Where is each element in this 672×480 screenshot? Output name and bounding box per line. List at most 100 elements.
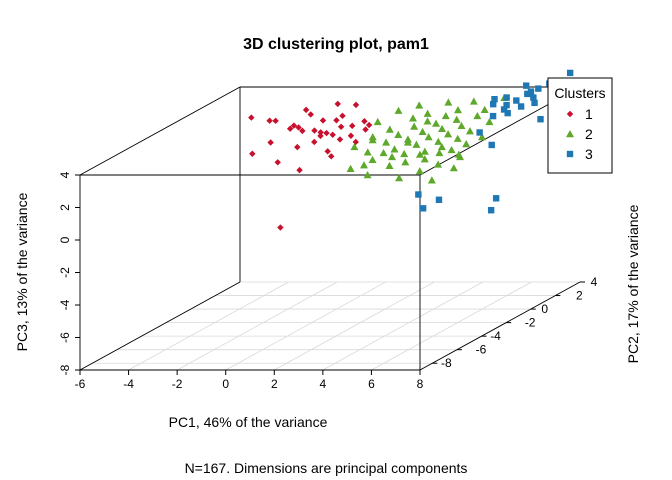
cluster-1-point <box>329 131 336 138</box>
grid-line <box>322 281 484 371</box>
floor-grid <box>79 281 581 371</box>
y-tick-label: 4 <box>591 275 598 289</box>
legend-title: Clusters <box>554 85 605 101</box>
y-axis-label: PC2, 17% of the variance <box>625 204 641 363</box>
x-tick-label: 0 <box>222 377 229 391</box>
chart-title: 3D clustering plot, pam1 <box>243 36 429 53</box>
box-edge <box>79 86 241 176</box>
cluster-1-point <box>352 138 359 146</box>
cluster-2-point <box>473 111 482 120</box>
cluster-1-point <box>290 122 298 129</box>
cluster-2-point <box>485 117 494 126</box>
cluster-2-point <box>388 152 397 161</box>
x-tick-label: -2 <box>172 377 183 391</box>
legend-label-2: 2 <box>585 126 593 142</box>
cluster-1-point <box>317 132 324 140</box>
cluster-1-point <box>307 111 314 118</box>
cluster-3-point <box>415 191 422 198</box>
cluster-2-point <box>423 117 432 125</box>
cluster-3-point <box>566 69 574 77</box>
cluster-2-point <box>394 106 403 114</box>
data-points <box>248 69 574 231</box>
cluster-1-point <box>274 159 281 166</box>
cluster-1-point <box>311 127 318 134</box>
cluster-2-point <box>346 164 355 172</box>
cluster-3-point <box>503 101 510 109</box>
cluster-1-point <box>299 127 306 135</box>
cluster-1-point <box>347 132 355 139</box>
cluster-2-point <box>385 125 394 133</box>
cluster-3-point <box>419 205 427 212</box>
cluster-2-point <box>454 106 463 114</box>
cluster-2-point <box>434 137 443 145</box>
cluster-2-point <box>423 109 432 117</box>
cluster-2-point <box>368 155 377 164</box>
cluster-3-point <box>488 141 495 149</box>
box-edge <box>419 281 581 371</box>
cluster-2-point <box>385 161 394 170</box>
cluster-3-point <box>487 207 495 214</box>
cluster-3-point <box>504 109 511 117</box>
legend: Clusters 1 2 3 <box>547 77 613 174</box>
cluster-2-point <box>363 171 372 179</box>
cluster-2-point <box>390 145 399 153</box>
cluster-2-point <box>480 105 489 113</box>
cluster-1-point <box>362 126 369 133</box>
cluster-2-point <box>447 145 456 154</box>
cluster-3-point <box>524 90 531 98</box>
cluster-2-point <box>379 148 388 157</box>
y-tick-label: 0 <box>541 302 548 316</box>
y-tick-label: -4 <box>490 329 501 343</box>
cluster-2-point <box>437 142 446 151</box>
cluster-1-point <box>349 122 356 130</box>
cluster-2-point <box>457 121 466 130</box>
cluster-2-point <box>415 167 424 175</box>
grid-line <box>176 281 338 371</box>
legend-marker-1 <box>566 110 574 118</box>
legend-marker-3 <box>566 150 574 158</box>
grid-line <box>274 281 435 371</box>
cluster-1-point <box>333 117 340 124</box>
grid-line <box>371 281 532 371</box>
x-axis-label: PC1, 46% of the variance <box>169 414 328 430</box>
cluster-2-point <box>368 136 377 144</box>
y-tick-label: -6 <box>476 343 487 357</box>
cluster-2-point <box>400 149 409 158</box>
cluster-2-point <box>418 127 427 136</box>
legend-box <box>547 77 613 174</box>
cluster-2-point <box>415 101 424 109</box>
cluster-1-point <box>248 114 255 121</box>
cluster-2-point <box>415 150 424 158</box>
cluster-2-point <box>478 133 487 141</box>
cluster-1-point <box>266 117 273 124</box>
cluster-2-point <box>434 160 443 168</box>
cluster-1-point <box>317 129 324 136</box>
z-tick-label: -8 <box>58 364 72 375</box>
plot-box <box>79 86 581 371</box>
cluster-1-point <box>277 224 284 231</box>
cluster-2-point <box>424 133 433 141</box>
cluster-2-point <box>469 97 478 105</box>
cluster-2-point <box>444 130 453 138</box>
cluster-1-point <box>294 143 301 151</box>
cluster-1-point <box>323 129 330 137</box>
cluster-2-point <box>412 140 421 148</box>
cluster-1-point <box>337 123 345 131</box>
z-tick-label: -4 <box>58 299 72 310</box>
x-tick-label: -4 <box>123 377 134 391</box>
cluster-2-point <box>420 147 429 155</box>
cluster-2-point <box>382 138 391 146</box>
cluster-1-point <box>302 106 310 114</box>
cluster-3-point <box>537 116 544 123</box>
box-edge <box>79 281 241 371</box>
z-axis-ticks: -8 -6 -4 -2 0 2 4 <box>58 171 80 375</box>
legend-label-1: 1 <box>585 106 593 122</box>
cluster-2-point <box>395 173 404 182</box>
cluster-2-point <box>409 114 417 122</box>
cluster-2-point <box>441 111 450 120</box>
cluster-1-point <box>365 121 373 129</box>
cluster-3-point <box>492 195 500 202</box>
y-axis-ticks: -8 -6-4 -2 0 24 <box>432 275 598 370</box>
cluster-1-point <box>361 118 368 125</box>
